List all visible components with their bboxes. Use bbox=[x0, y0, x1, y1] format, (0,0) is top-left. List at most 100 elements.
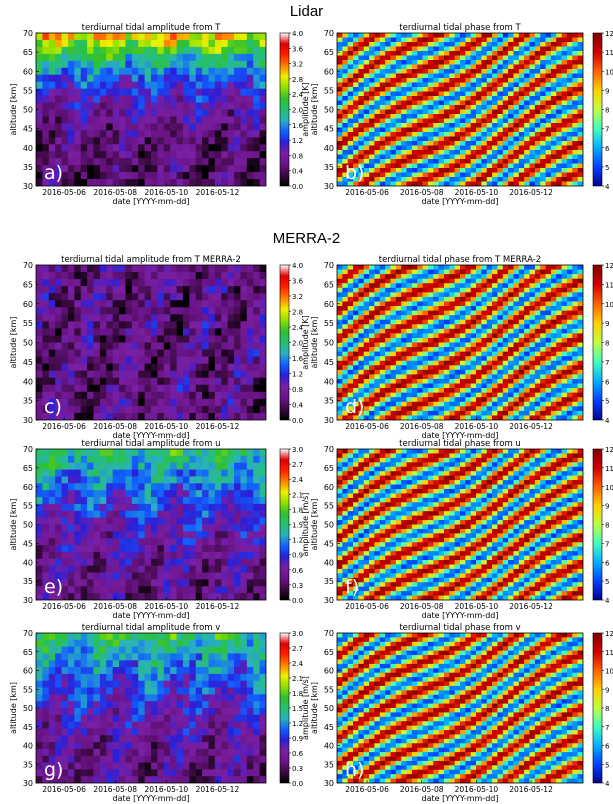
xtick-label-c-2: 2016-05-10 bbox=[145, 422, 189, 431]
cbar-tick-label-c-9: 3.6 bbox=[292, 278, 304, 286]
ytick-label-g-2: 40 bbox=[23, 742, 33, 751]
cbar-tick-label-f-0: 4 bbox=[605, 597, 610, 605]
ytick-label-e-0: 30 bbox=[23, 596, 33, 605]
panel-b: terdiurnal tidal phase from T30354045505… bbox=[310, 23, 613, 206]
cbar-tick-label-h-7: 11 bbox=[605, 649, 613, 657]
ytick-label-e-1: 35 bbox=[23, 577, 33, 586]
cbar-tick-label-e-10: 3.0 bbox=[292, 446, 303, 454]
panel-title-d: terdiurnal tidal phase from T MERRA-2 bbox=[379, 255, 541, 265]
ytick-label-a-8: 70 bbox=[23, 29, 33, 38]
ytick-label-c-2: 40 bbox=[23, 377, 33, 386]
cbar-tick-label-c-4: 1.6 bbox=[292, 355, 304, 363]
ytick-label-a-0: 30 bbox=[23, 182, 33, 191]
panel-f: terdiurnal tidal phase from u30354045505… bbox=[310, 439, 613, 620]
xtick-label-b-2: 2016-05-10 bbox=[455, 188, 499, 197]
xtick-label-h-0: 2016-05-06 bbox=[345, 785, 389, 794]
xtick-label-f-0: 2016-05-06 bbox=[345, 602, 389, 611]
ytick-label-g-1: 35 bbox=[23, 760, 33, 769]
cbar-tick-label-g-8: 2.4 bbox=[292, 660, 304, 668]
cbar-tick-label-b-7: 11 bbox=[605, 49, 613, 57]
panel-d: terdiurnal tidal phase from T MERRA-2 30 3… bbox=[310, 255, 613, 440]
ytick-label-h-8: 70 bbox=[324, 629, 334, 638]
ytick-label-d-2: 40 bbox=[324, 377, 334, 386]
cbar-tick-label-g-4: 1.2 bbox=[292, 720, 303, 728]
heatmap-a bbox=[36, 33, 266, 186]
cbar-tick-label-e-1: 0.3 bbox=[292, 582, 303, 590]
ytick-label-f-4: 50 bbox=[324, 521, 334, 530]
xtick-label-h-3: 2016-05-12 bbox=[509, 785, 553, 794]
ytick-label-b-0: 30 bbox=[324, 182, 334, 191]
ytick-label-h-6: 60 bbox=[324, 667, 334, 676]
cbar-tick-label-g-3: 0.9 bbox=[292, 735, 303, 743]
ytick-label-h-5: 55 bbox=[324, 685, 334, 694]
ylabel-g: altitude [km] bbox=[9, 682, 18, 734]
cbar-tick-label-a-1: 0.4 bbox=[292, 168, 304, 176]
colorbar-a bbox=[279, 32, 290, 187]
ylabel-a: altitude [km] bbox=[9, 84, 18, 136]
ytick-label-c-0: 30 bbox=[23, 416, 33, 425]
ytick-label-d-1: 35 bbox=[324, 397, 334, 406]
xlabel-g: date [YYYY-mm-dd] bbox=[113, 794, 190, 803]
cbar-tick-label-c-7: 2.8 bbox=[292, 309, 303, 317]
cbar-tick-label-h-3: 7 bbox=[605, 724, 609, 732]
cbar-tick-label-a-6: 2.4 bbox=[292, 91, 304, 99]
xlabel-f: date [YYYY-mm-dd] bbox=[422, 611, 499, 620]
cbar-tick-label-f-3: 7 bbox=[605, 540, 609, 548]
xtick-label-h-1: 2016-05-08 bbox=[400, 785, 444, 794]
cbar-tick-label-e-5: 1.5 bbox=[292, 522, 303, 530]
xlabel-c: date [YYYY-mm-dd] bbox=[113, 431, 190, 440]
cbar-tick-label-c-10: 4.0 bbox=[292, 262, 303, 270]
panel-g: terdiurnal tidal amplitude from v 30 35 40 4… bbox=[9, 623, 310, 803]
cbar-tick-label-g-2: 0.6 bbox=[292, 750, 304, 758]
xtick-label-g-2: 2016-05-10 bbox=[145, 785, 189, 794]
cbar-tick-label-d-2: 6 bbox=[605, 378, 610, 386]
ytick-label-c-8: 70 bbox=[23, 261, 33, 270]
xtick-label-d-0: 2016-05-06 bbox=[345, 422, 389, 431]
cbar-tick-label-a-5: 2.0 bbox=[292, 107, 303, 115]
ytick-label-b-2: 40 bbox=[324, 144, 334, 153]
xtick-label-d-2: 2016-05-10 bbox=[455, 422, 499, 431]
xtick-label-d-1: 2016-05-08 bbox=[400, 422, 444, 431]
ytick-label-e-8: 70 bbox=[23, 445, 33, 454]
ytick-label-d-8: 70 bbox=[324, 261, 334, 270]
ytick-label-h-7: 65 bbox=[324, 648, 334, 657]
cbar-tick-label-h-5: 9 bbox=[605, 686, 609, 694]
colorbar-label-g: amplitude [m/s] bbox=[301, 676, 310, 740]
cbar-tick-label-f-2: 6 bbox=[605, 559, 610, 567]
heatmap-h bbox=[337, 633, 583, 783]
cbar-tick-label-a-10: 4.0 bbox=[292, 30, 303, 38]
section-title-lidar: Lidar bbox=[289, 3, 324, 20]
colorbar-c bbox=[279, 264, 290, 421]
ytick-label-e-4: 50 bbox=[23, 521, 33, 530]
ytick-label-a-3: 45 bbox=[23, 125, 33, 134]
panel-title-c: terdiurnal tidal amplitude from T MERRA-… bbox=[61, 255, 241, 265]
ytick-label-b-5: 55 bbox=[324, 86, 334, 95]
heatmap-f bbox=[337, 449, 583, 600]
colorbar-b bbox=[592, 32, 603, 187]
xtick-label-b-3: 2016-05-12 bbox=[509, 188, 553, 197]
panel-label-c: c) bbox=[44, 396, 62, 418]
ytick-label-h-3: 45 bbox=[324, 723, 334, 732]
cbar-tick-label-a-3: 1.2 bbox=[292, 137, 303, 145]
colorbar-g bbox=[279, 632, 290, 784]
cbar-tick-label-g-5: 1.5 bbox=[292, 705, 303, 713]
ytick-label-d-5: 55 bbox=[324, 319, 334, 328]
cbar-tick-label-a-9: 3.6 bbox=[292, 45, 304, 53]
cbar-tick-label-a-7: 2.8 bbox=[292, 76, 303, 84]
cbar-tick-label-c-2: 0.8 bbox=[292, 386, 303, 394]
ylabel-e: altitude [km] bbox=[9, 499, 18, 551]
cbar-tick-label-h-6: 10 bbox=[605, 668, 613, 676]
xtick-label-c-1: 2016-05-08 bbox=[93, 422, 137, 431]
cbar-tick-label-d-1: 5 bbox=[605, 398, 609, 406]
ytick-label-a-7: 65 bbox=[23, 48, 33, 57]
ytick-label-b-4: 50 bbox=[324, 106, 334, 115]
cbar-tick-label-f-7: 11 bbox=[605, 465, 613, 473]
panel-title-f: terdiurnal tidal phase from u bbox=[399, 439, 521, 449]
ytick-label-c-4: 50 bbox=[23, 339, 33, 348]
cbar-tick-label-g-7: 2.1 bbox=[292, 675, 303, 683]
xlabel-a: date [YYYY-mm-dd] bbox=[113, 197, 190, 206]
panel-title-a: terdiurnal tidal amplitude from T bbox=[82, 23, 222, 33]
cbar-tick-label-d-8: 12 bbox=[605, 262, 613, 270]
cbar-tick-label-g-6: 1.8 bbox=[292, 690, 303, 698]
